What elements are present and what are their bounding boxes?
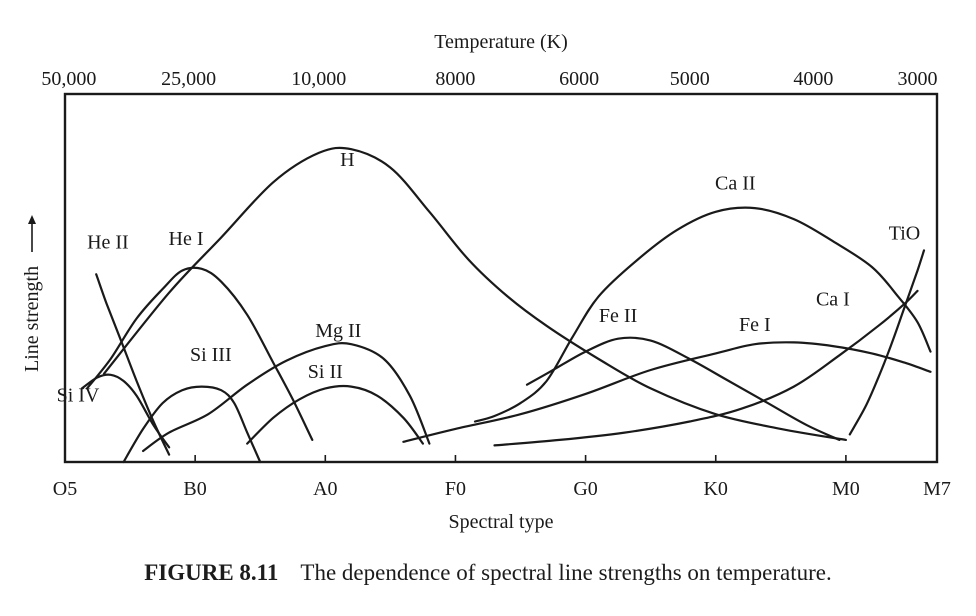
x-tick-label-f0: F0 [445,478,466,500]
label-fe-i: Fe I [739,314,771,336]
top-tick-label-4000: 4000 [793,68,833,90]
figure-caption: FIGURE 8.11 The dependence of spectral li… [0,560,976,586]
top-ticks: 50,000 25,000 10,000 8000 6000 5000 4000 3000 [41,68,937,90]
curve-si-iii [122,385,262,464]
x-axis-title: Spectral type [449,511,554,533]
curves [80,146,932,464]
curve-si-iv [80,373,171,449]
x-tick-label-g0: G0 [573,478,597,500]
top-tick-label-8000: 8000 [435,68,475,90]
y-axis-title: Line strength [21,266,43,372]
label-si-iv: Si IV [57,384,100,406]
y-axis-title-group: Line strength [21,215,43,372]
top-tick-label-10-000: 10,000 [291,68,346,90]
curve-si-ii [246,384,424,445]
curve-mg-ii [142,342,431,453]
curve-ca-ii [473,206,932,423]
label-h: H [340,149,354,171]
curve-h [102,146,847,441]
curve-tio [848,249,926,436]
top-tick-label-50-000: 50,000 [41,68,96,90]
caption-text: The dependence of spectral line strength… [300,560,832,585]
top-tick-label-5000: 5000 [670,68,710,90]
curve-ca-i [493,289,919,447]
label-ca-ii: Ca II [715,173,756,195]
label-he-i: He I [169,228,204,250]
x-tick-label-m7: M7 [923,478,951,500]
label-he-ii: He II [87,232,129,254]
label-fe-ii: Fe II [599,305,637,327]
curve-fe-ii [525,336,841,441]
x-tick-label-b0: B0 [183,478,206,500]
x-tick-label-o5: O5 [53,478,77,500]
x-tick-label-a0: A0 [313,478,337,500]
label-tio: TiO [889,222,921,244]
y-axis-arrow-head [28,215,36,224]
x-tick-label-m0: M0 [832,478,860,500]
spectral-line-chart: H Ca II He II He I Si IV Si III Mg II Si II Fe I… [21,31,951,533]
label-si-ii: Si II [308,361,343,383]
caption-number: FIGURE 8.11 [144,560,279,585]
top-axis-title: Temperature (K) [434,31,568,53]
bottom-ticks: O5 B0 A0 F0 G0 K0 M0 M7 [53,455,951,500]
top-tick-label-6000: 6000 [559,68,599,90]
curve-he-i [86,266,314,441]
label-mg-ii: Mg II [315,320,361,342]
plot-frame [63,92,939,464]
top-tick-label-3000: 3000 [898,68,938,90]
label-ca-i: Ca I [816,289,850,311]
label-si-iii: Si III [190,344,232,366]
curve-fe-i [402,341,932,443]
curve-he-ii [95,273,171,456]
series-labels: H Ca II He II He I Si IV Si III Mg II Si II Fe I… [57,149,921,406]
top-tick-label-25-000: 25,000 [161,68,216,90]
x-tick-label-k0: K0 [703,478,727,500]
